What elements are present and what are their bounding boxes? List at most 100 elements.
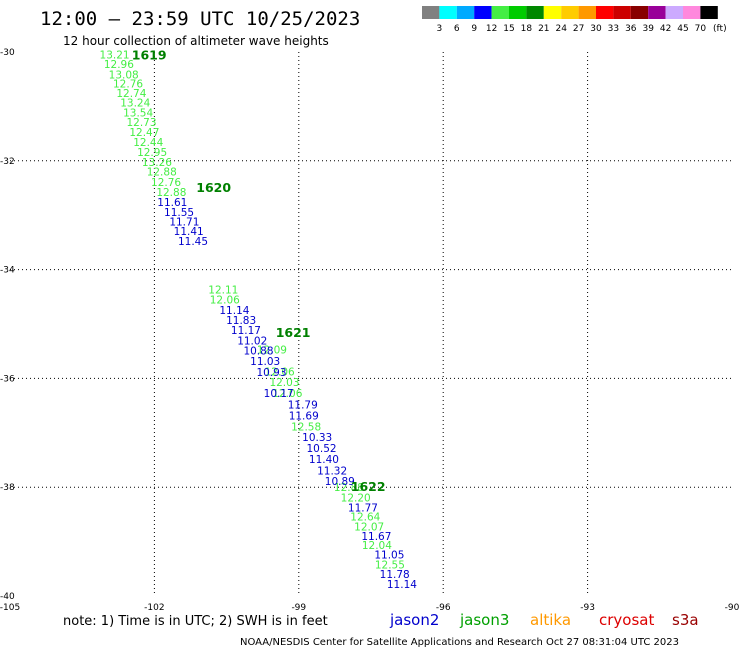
satellite-legend-jason3: jason3	[459, 611, 509, 629]
swh-value: 12.74	[116, 88, 146, 100]
swh-value: 12.47	[129, 127, 159, 139]
y-tick-label: -34	[0, 266, 15, 276]
colorbar-swatch	[700, 6, 718, 19]
swh-value: 11.61	[157, 197, 187, 209]
colorbar-swatch	[491, 6, 509, 19]
swh-value: 12.95	[137, 147, 167, 159]
x-tick-label: -96	[436, 603, 451, 613]
swh-value: 11.41	[174, 226, 204, 238]
swh-value: 12.73	[126, 117, 156, 129]
swh-value: 11.83	[226, 315, 256, 327]
satellite-legend-s3a: s3a	[672, 611, 699, 629]
footer-credit: NOAA/NESDIS Center for Satellite Applica…	[240, 637, 679, 648]
colorbar-swatch	[561, 6, 579, 19]
y-tick-label: -38	[0, 483, 15, 493]
colorbar-swatch	[665, 6, 683, 19]
y-tick-label: -40	[0, 592, 15, 602]
colorbar-swatch	[474, 6, 492, 19]
colorbar-label: 33	[608, 24, 619, 34]
x-tick-label: -105	[0, 603, 20, 613]
colorbar-label: 15	[503, 24, 514, 34]
colorbar-swatch	[683, 6, 701, 19]
colorbar-label: 39	[642, 24, 654, 34]
chart-title: 12:00 – 23:59 UTC 10/25/2023	[40, 8, 360, 30]
swh-value: 12.88	[334, 482, 364, 494]
colorbar-label: 42	[660, 24, 671, 34]
colorbar-label: 24	[555, 24, 567, 34]
swh-value: 12.03	[269, 377, 299, 389]
swh-value: 12.76	[151, 177, 181, 189]
swh-value: 12.64	[350, 512, 380, 524]
swh-value: 13.08	[109, 69, 139, 81]
swh-value: 11.67	[361, 531, 391, 543]
swh-value: 12.09	[257, 345, 287, 357]
colorbar-swatch	[630, 6, 649, 19]
swh-value: 12.44	[133, 137, 163, 149]
swh-value: 11.40	[309, 454, 339, 466]
swh-value: 11.71	[169, 217, 199, 229]
colorbar-swatch	[526, 6, 544, 19]
swh-value: 12.96	[104, 59, 134, 71]
swh-value: 10.88	[243, 346, 273, 358]
swh-value: 12.58	[291, 421, 321, 433]
swh-value: 11.17	[231, 325, 261, 337]
y-tick-label: -32	[0, 157, 15, 167]
colorbar-label: 21	[538, 24, 549, 34]
satellite-legend: jason2 jason3 altika cryosat s3a	[389, 611, 699, 629]
y-tick-label: -36	[0, 374, 15, 384]
chart-subtitle: 12 hour collection of altimeter wave hei…	[63, 34, 329, 48]
swh-value: 11.05	[374, 550, 404, 562]
swh-value: 10.52	[307, 443, 337, 455]
satellite-legend-jason2: jason2	[389, 611, 439, 629]
footer-note: note: 1) Time is in UTC; 2) SWH is in fe…	[63, 614, 328, 629]
colorbar-swatch	[439, 6, 457, 19]
swh-value: 13.54	[123, 107, 153, 119]
y-tick-label: -30	[0, 48, 15, 58]
colorbar-label: 6	[454, 24, 460, 34]
x-tick-label: -90	[725, 603, 740, 613]
swh-value: 10.33	[302, 432, 332, 444]
swh-value: 10.17	[264, 388, 294, 400]
swh-value: 12.76	[113, 79, 143, 91]
swh-value: 11.69	[289, 410, 319, 422]
swh-value: 12.04	[362, 540, 392, 552]
colorbar-legend: 3 6 9 12 15 18 21 24 27 30 33 36 39 42 45 70 (ft)	[422, 6, 727, 34]
colorbar-label: 36	[625, 24, 637, 34]
pass-number-label: 1619	[132, 48, 167, 63]
swh-value: 12.88	[147, 167, 177, 179]
swh-value: 13.21	[100, 50, 130, 62]
colorbar-swatch	[613, 6, 631, 19]
swh-value: 12.20	[341, 493, 371, 505]
colorbar-label: 18	[521, 24, 533, 34]
swh-value: 12.06	[265, 366, 295, 378]
swh-value: 11.55	[164, 207, 194, 219]
colorbar-swatch	[456, 6, 475, 19]
swh-value: 11.14	[387, 579, 417, 591]
swh-value: 11.45	[178, 236, 208, 248]
swh-value: 10.93	[256, 367, 286, 379]
colorbar-label: 12	[486, 24, 497, 34]
plot-area: -105 -102 -99 -96 -93 -90 -30 -32 -34 -36 -38 -40 13…	[0, 48, 740, 613]
swh-value: 10.89	[325, 476, 355, 488]
swh-value: 11.78	[380, 569, 410, 581]
swh-value: 11.32	[317, 465, 347, 477]
colorbar-label: 70	[695, 24, 707, 34]
swh-value: 12.55	[375, 559, 405, 571]
colorbar-label: 3	[437, 24, 443, 34]
swh-value: 12.88	[156, 187, 186, 199]
swh-value: 12.06	[272, 388, 302, 400]
colorbar-swatch	[422, 6, 440, 19]
colorbar-swatch	[509, 6, 527, 19]
colorbar-swatch	[596, 6, 614, 19]
colorbar-label: 27	[573, 24, 584, 34]
pass-number-label: 1621	[276, 325, 311, 340]
colorbar-label: 30	[590, 24, 602, 34]
swh-value: 11.14	[219, 305, 249, 317]
colorbar-unit: (ft)	[713, 24, 727, 34]
swh-value: 13.24	[120, 98, 150, 110]
swh-value: 11.02	[237, 335, 267, 347]
pass-number-label: 1622	[351, 479, 386, 494]
colorbar-swatch	[543, 6, 562, 19]
swh-value: 12.07	[354, 521, 384, 533]
